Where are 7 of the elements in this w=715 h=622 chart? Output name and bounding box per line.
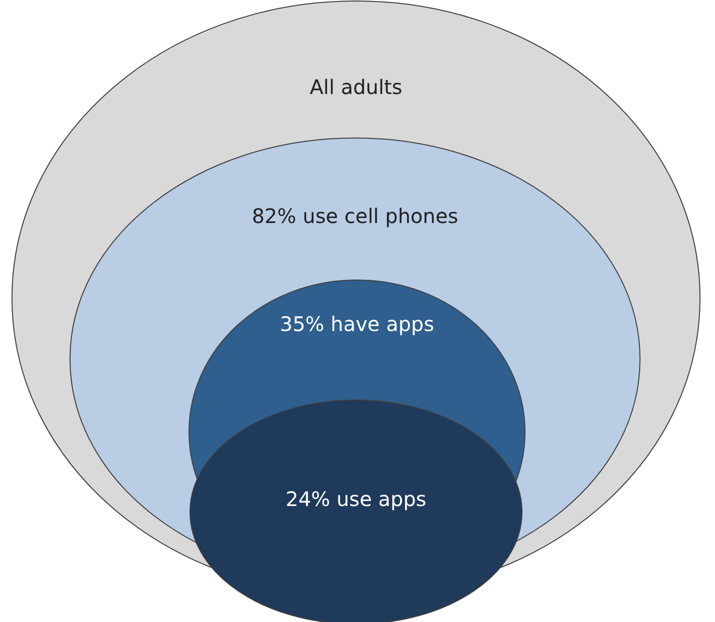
- data-label: 24%: [286, 487, 330, 511]
- data-label: 82%: [252, 204, 296, 228]
- category-label: use apps: [336, 487, 426, 511]
- category-label: All adults: [310, 75, 402, 99]
- data-label: 35%: [280, 312, 324, 336]
- category-label: use cell phones: [302, 204, 458, 228]
- category-label: have apps: [330, 312, 434, 336]
